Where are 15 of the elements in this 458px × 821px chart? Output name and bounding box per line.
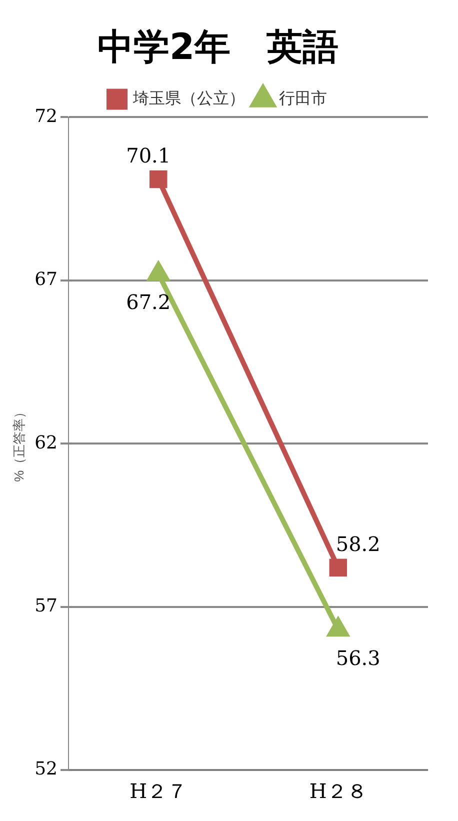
data-label: 70.1 bbox=[126, 143, 171, 168]
x-tick-label: H２７ bbox=[130, 779, 188, 804]
legend-label: 行田市 bbox=[279, 88, 327, 108]
legend-label: 埼玉県（公立） bbox=[132, 88, 245, 108]
chart-title: 中学2年 英語 bbox=[97, 26, 339, 68]
y-tick-label: 52 bbox=[34, 758, 58, 780]
y-tick-label: 62 bbox=[34, 432, 58, 454]
data-label: 56.3 bbox=[336, 646, 380, 670]
data-label: 67.2 bbox=[126, 290, 171, 314]
y-tick-label: 67 bbox=[34, 269, 58, 290]
y-tick-label: 72 bbox=[34, 106, 58, 127]
data-label: 58.2 bbox=[336, 532, 380, 556]
x-tick-label: H２８ bbox=[309, 779, 367, 804]
y-axis-title: %（正答率） bbox=[11, 405, 26, 482]
y-tick-label: 57 bbox=[34, 595, 58, 616]
